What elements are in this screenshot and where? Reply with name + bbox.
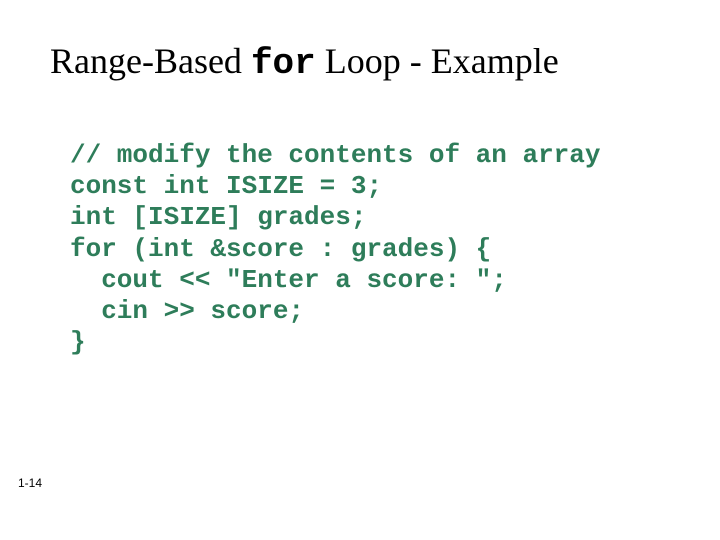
code-line-2: int [ISIZE] grades; [70, 202, 366, 232]
code-block: // modify the contents of an array const… [70, 140, 690, 358]
slide: Range-Based for Loop - Example // modify… [0, 0, 720, 540]
page-number: 1-14 [18, 476, 42, 490]
code-line-6: } [70, 327, 86, 357]
title-post: Loop - Example [316, 41, 559, 81]
title-mono: for [251, 43, 316, 84]
code-line-5: cin >> score; [70, 296, 304, 326]
slide-title: Range-Based for Loop - Example [50, 40, 690, 84]
code-line-3: for (int &score : grades) { [70, 234, 491, 264]
code-line-0: // modify the contents of an array [70, 140, 601, 170]
code-line-4: cout << "Enter a score: "; [70, 265, 507, 295]
code-line-1: const int ISIZE = 3; [70, 171, 382, 201]
title-pre: Range-Based [50, 41, 251, 81]
